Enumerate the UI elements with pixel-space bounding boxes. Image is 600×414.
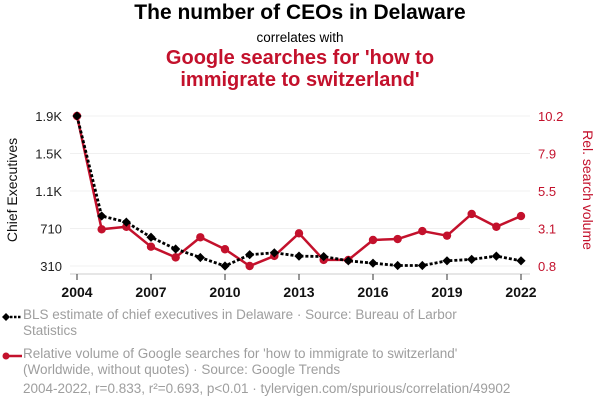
data-point-ceos (491, 251, 501, 261)
x-axis-ticks: 2004 2007 2010 2013 2016 2019 2022 (61, 274, 537, 300)
subtitle-line-2: immigrate to switzerland' (180, 69, 420, 91)
subtitle-line-1: Google searches for 'how to (165, 47, 435, 69)
y-left-tick-label: 1.1K (35, 184, 62, 199)
y-right-tick-label: 10.2 (538, 109, 563, 124)
solid-line-circle-icon (2, 352, 22, 360)
y-left-tick-label: 310 (40, 259, 62, 274)
series-markers (72, 111, 526, 271)
y-right-tick-label: 7.9 (538, 147, 556, 162)
legend-text-ceos: BLS estimate of chief executives in Dela… (23, 307, 457, 338)
y-right-tick-label: 0.8 (538, 259, 556, 274)
x-tick-label: 2010 (209, 284, 240, 300)
y-right-tick-label: 5.5 (538, 184, 556, 199)
y-axis-left-label: Chief Executives (4, 138, 20, 242)
data-point-ceos (516, 256, 526, 266)
data-point-searches (245, 261, 254, 271)
data-point-searches (467, 209, 476, 219)
data-point-ceos (195, 252, 205, 263)
data-point-searches (442, 231, 452, 240)
data-point-searches (122, 222, 131, 231)
x-tick-label: 2022 (505, 284, 536, 300)
data-point-ceos (467, 254, 477, 264)
data-point-searches (97, 225, 106, 234)
data-point-searches (516, 211, 526, 221)
data-point-ceos (121, 217, 131, 227)
data-point-searches (220, 245, 230, 254)
dotted-line-diamond-icon (2, 313, 22, 321)
data-point-ceos (245, 250, 255, 260)
correlates-with-label: correlates with (256, 30, 344, 45)
chart-title: The number of CEOs in Delaware (134, 1, 466, 24)
x-tick-label: 2019 (431, 284, 462, 300)
x-tick-label: 2007 (135, 284, 166, 300)
data-point-searches (393, 234, 402, 244)
gridlines (70, 115, 530, 267)
data-point-ceos (319, 251, 329, 262)
chart-subtitle: Google searches for 'how to immigrate to… (0, 47, 600, 91)
data-point-ceos (294, 251, 304, 261)
y-left-tick-label: 1.5K (35, 147, 62, 162)
y-axis-right-label: Rel. search volume (580, 130, 596, 250)
data-point-searches (418, 226, 427, 236)
data-point-ceos (97, 211, 107, 221)
y-left-tick-label: 1.9K (35, 109, 62, 124)
data-point-searches (492, 222, 501, 231)
data-point-ceos (220, 261, 230, 271)
line-chart: 2004 2007 2010 2013 2016 2019 2022 1.9K 1.5K 1.1… (4, 109, 596, 300)
y-axis-right-ticks: 10.2 7.9 5.5 3.1 0.8 (538, 109, 563, 274)
data-point-ceos (269, 248, 279, 258)
data-point-ceos (146, 232, 156, 242)
x-tick-label: 2016 (357, 284, 388, 300)
y-left-tick-label: 710 (40, 222, 62, 237)
data-point-ceos (368, 258, 378, 268)
legend-text-searches: Relative volume of Google searches for '… (23, 346, 458, 377)
data-point-ceos (393, 260, 403, 271)
data-point-ceos (417, 260, 427, 271)
footer-stats: 2004-2022, r=0.833, r²=0.693, p<0.01 · t… (23, 381, 511, 396)
y-right-tick-label: 3.1 (538, 222, 556, 237)
y-axis-left-ticks: 1.9K 1.5K 1.1K 710 310 (35, 109, 62, 274)
data-point-searches (196, 233, 205, 242)
data-point-ceos (171, 244, 181, 254)
data-point-searches (368, 235, 378, 245)
data-point-ceos (442, 256, 452, 266)
data-point-searches (294, 229, 304, 238)
data-point-searches (146, 242, 156, 251)
x-tick-label: 2004 (61, 284, 92, 300)
x-tick-label: 2013 (283, 284, 314, 300)
data-point-searches (171, 253, 180, 262)
data-point-ceos (343, 256, 353, 266)
data-point-ceos (72, 111, 82, 121)
